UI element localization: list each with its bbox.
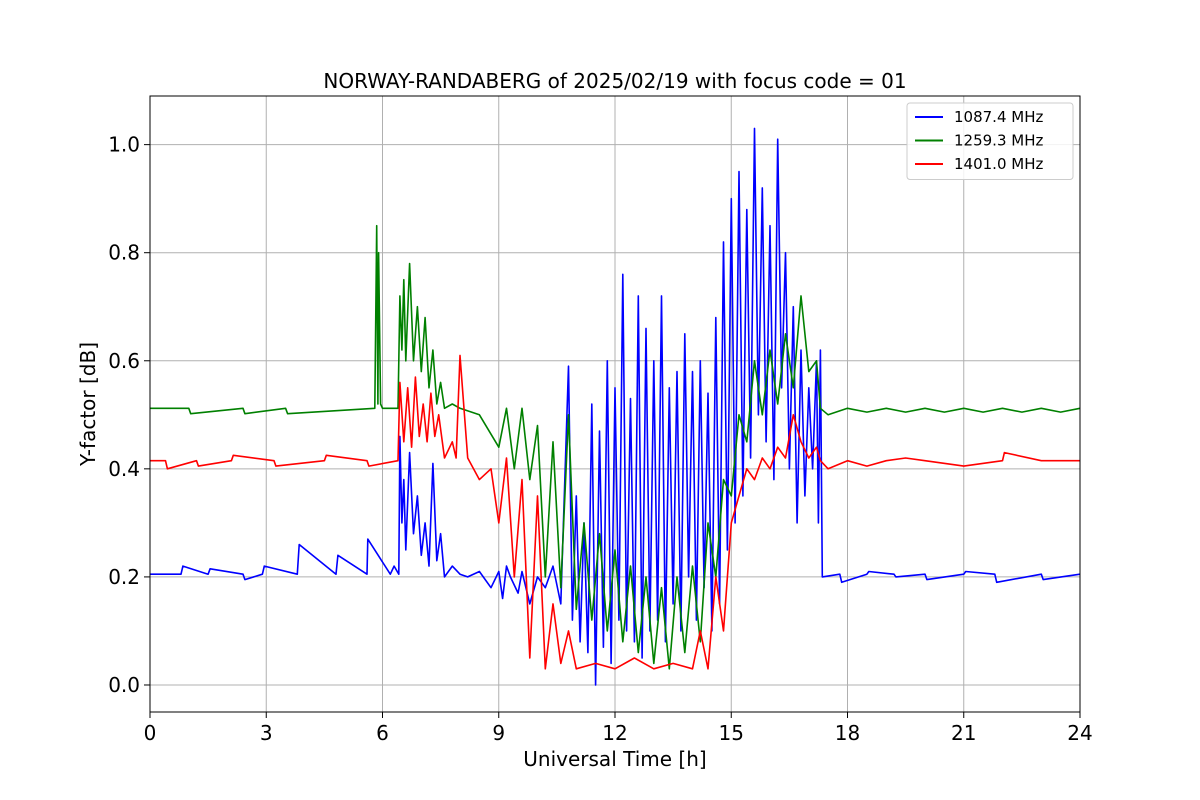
y-axis-label: Y-factor [dB]: [76, 342, 100, 467]
x-tick-label: 21: [951, 721, 976, 745]
legend-label-2: 1259.3 MHz: [954, 132, 1043, 150]
x-tick-label: 18: [835, 721, 860, 745]
y-tick-label: 0.4: [108, 457, 140, 481]
x-tick-label: 12: [602, 721, 627, 745]
legend-box: [906, 102, 1074, 180]
x-tick-label: 24: [1067, 721, 1092, 745]
y-tick-label: 0.2: [108, 565, 140, 589]
series-group: [150, 127, 1081, 686]
y-tick-label: 0.0: [108, 673, 140, 697]
x-tick-label: 9: [492, 721, 505, 745]
legend-label-1: 1087.4 MHz: [954, 108, 1043, 126]
x-tick-label: 0: [144, 721, 157, 745]
chart-title: NORWAY-RANDABERG of 2025/02/19 with focu…: [323, 69, 906, 93]
y-tick-label: 1.0: [108, 133, 140, 157]
x-tick-label: 3: [260, 721, 273, 745]
ticks: 0 3 6 9 12 15 18 21 24 0.0 0.2 0.4 0.6 0.8 1.0: [108, 133, 1093, 745]
series-line-2: [150, 224, 1081, 670]
series-line-1: [150, 127, 1081, 686]
x-axis-label: Universal Time [h]: [523, 747, 706, 771]
y-tick-label: 0.8: [108, 241, 140, 265]
x-tick-label: 15: [719, 721, 744, 745]
legend-label-3: 1401.0 MHz: [954, 155, 1043, 173]
y-tick-label: 0.6: [108, 349, 140, 373]
series-line-3: [150, 354, 1080, 670]
legend: 1087.4 MHz 1259.3 MHz 1401.0 MHz: [906, 102, 1074, 180]
x-tick-label: 6: [376, 721, 389, 745]
